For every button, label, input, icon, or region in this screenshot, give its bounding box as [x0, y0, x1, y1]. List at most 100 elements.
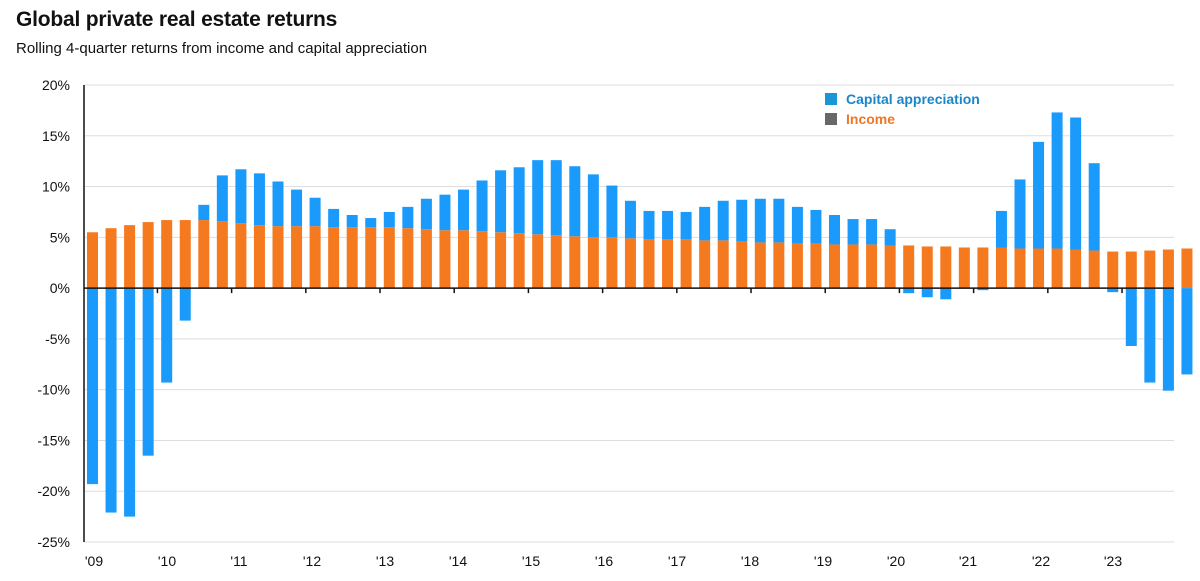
income-bar: [105, 228, 117, 289]
capital-appreciation-bar: [643, 210, 655, 240]
income-bar: [253, 225, 265, 289]
capital-appreciation-bar: [754, 198, 766, 243]
income-bar: [216, 221, 228, 289]
capital-appreciation-bar: [791, 206, 803, 244]
income-bar: [569, 236, 581, 289]
x-tick-label: '15: [522, 553, 540, 569]
capital-appreciation-bar: [198, 204, 210, 221]
capital-appreciation-bar: [1162, 288, 1174, 391]
capital-appreciation-bar: [569, 166, 581, 237]
income-bar: [124, 225, 136, 289]
income-bar: [624, 238, 636, 289]
income-bar: [235, 223, 247, 289]
capital-appreciation-bar: [903, 288, 915, 294]
axes: 20% 15% 10% 5% 0% -5% -10% -15% -20% -25% '09 '10 '1…: [37, 77, 1174, 569]
capital-appreciation-bar: [365, 218, 377, 228]
y-tick-label: -15%: [37, 432, 70, 448]
x-tick-label: '19: [814, 553, 832, 569]
income-bar: [476, 231, 488, 289]
income-bar: [810, 243, 822, 289]
capital-appreciation-bar: [866, 219, 878, 245]
income-bar: [198, 220, 210, 289]
income-bar: [420, 229, 432, 289]
capital-appreciation-bar: [476, 180, 488, 232]
income-bar: [606, 237, 618, 289]
income-bar: [346, 227, 358, 289]
income-bar: [1144, 250, 1156, 289]
income-bar: [179, 220, 191, 289]
income-bar: [1181, 248, 1193, 289]
capital-appreciation-bar: [1051, 112, 1063, 249]
legend-label: Income: [846, 111, 895, 127]
capital-appreciation-bar: [995, 210, 1007, 248]
income-bar: [402, 228, 414, 289]
capital-appreciation-bar: [383, 211, 395, 228]
capital-appreciation-bar: [87, 288, 98, 485]
income-bar: [291, 226, 303, 289]
capital-appreciation-bar: [291, 189, 303, 227]
capital-appreciation-bar: [699, 206, 711, 241]
capital-appreciation-bar: [847, 219, 859, 245]
income-bar: [717, 240, 729, 289]
income-bar: [1014, 248, 1026, 289]
capital-appreciation-bar: [1144, 288, 1156, 383]
legend-swatch: [825, 113, 837, 125]
capital-appreciation-bar: [402, 206, 414, 229]
income-bar: [866, 244, 878, 289]
capital-appreciation-bar: [680, 211, 692, 240]
x-tick-label: '20: [887, 553, 905, 569]
x-tick-label: '22: [1032, 553, 1050, 569]
income-bar: [1033, 248, 1045, 289]
x-tick-label: '10: [158, 553, 176, 569]
capital-appreciation-bar: [921, 288, 933, 298]
income-bar: [903, 245, 915, 289]
income-bar: [1107, 251, 1119, 289]
y-tick-label: 0%: [50, 280, 70, 296]
income-bar: [1162, 249, 1174, 289]
income-bar: [680, 239, 692, 289]
chart-title: Global private real estate returns: [16, 8, 338, 31]
capital-appreciation-bar: [829, 214, 840, 245]
income-bar: [773, 242, 785, 289]
income-bar: [272, 226, 284, 289]
income-bar: [383, 227, 395, 289]
capital-appreciation-bar: [216, 175, 228, 222]
capital-appreciation-bar: [587, 174, 599, 238]
capital-appreciation-bar: [105, 288, 117, 513]
capital-appreciation-bar: [458, 189, 469, 231]
x-tick-label: '12: [303, 553, 321, 569]
x-tick-label: '18: [741, 553, 759, 569]
income-bar: [699, 240, 711, 289]
income-bar: [550, 235, 562, 289]
income-bar: [161, 220, 173, 289]
y-tick-label: -20%: [37, 483, 70, 499]
capital-appreciation-bar: [810, 209, 822, 244]
capital-appreciation-bar: [717, 200, 729, 241]
income-bar: [643, 239, 655, 289]
x-tick-label: '17: [668, 553, 686, 569]
capital-appreciation-bar: [1070, 117, 1082, 250]
capital-appreciation-bar: [532, 160, 544, 235]
x-tick-label: '11: [230, 553, 247, 569]
capital-appreciation-bar: [1088, 163, 1100, 251]
chart-subtitle: Rolling 4-quarter returns from income an…: [16, 40, 428, 57]
y-tick-label: 5%: [50, 229, 70, 245]
capital-appreciation-bar: [253, 173, 265, 226]
capital-appreciation-bar: [1107, 288, 1119, 293]
capital-appreciation-bar: [1033, 141, 1045, 249]
capital-appreciation-bar: [235, 169, 247, 224]
income-bar: [328, 227, 340, 289]
x-tick-label: '13: [376, 553, 394, 569]
income-bar: [921, 246, 933, 289]
capital-appreciation-bar: [1125, 288, 1137, 346]
capital-appreciation-bar: [662, 210, 674, 240]
capital-appreciation-bar: [420, 198, 432, 230]
income-bar: [1051, 248, 1063, 289]
x-tick-label: '09: [85, 553, 103, 569]
income-bar: [365, 227, 377, 289]
capital-appreciation-bar: [550, 160, 562, 236]
income-bar: [847, 244, 859, 289]
income-bar: [1088, 250, 1100, 289]
income-bar: [791, 243, 803, 289]
